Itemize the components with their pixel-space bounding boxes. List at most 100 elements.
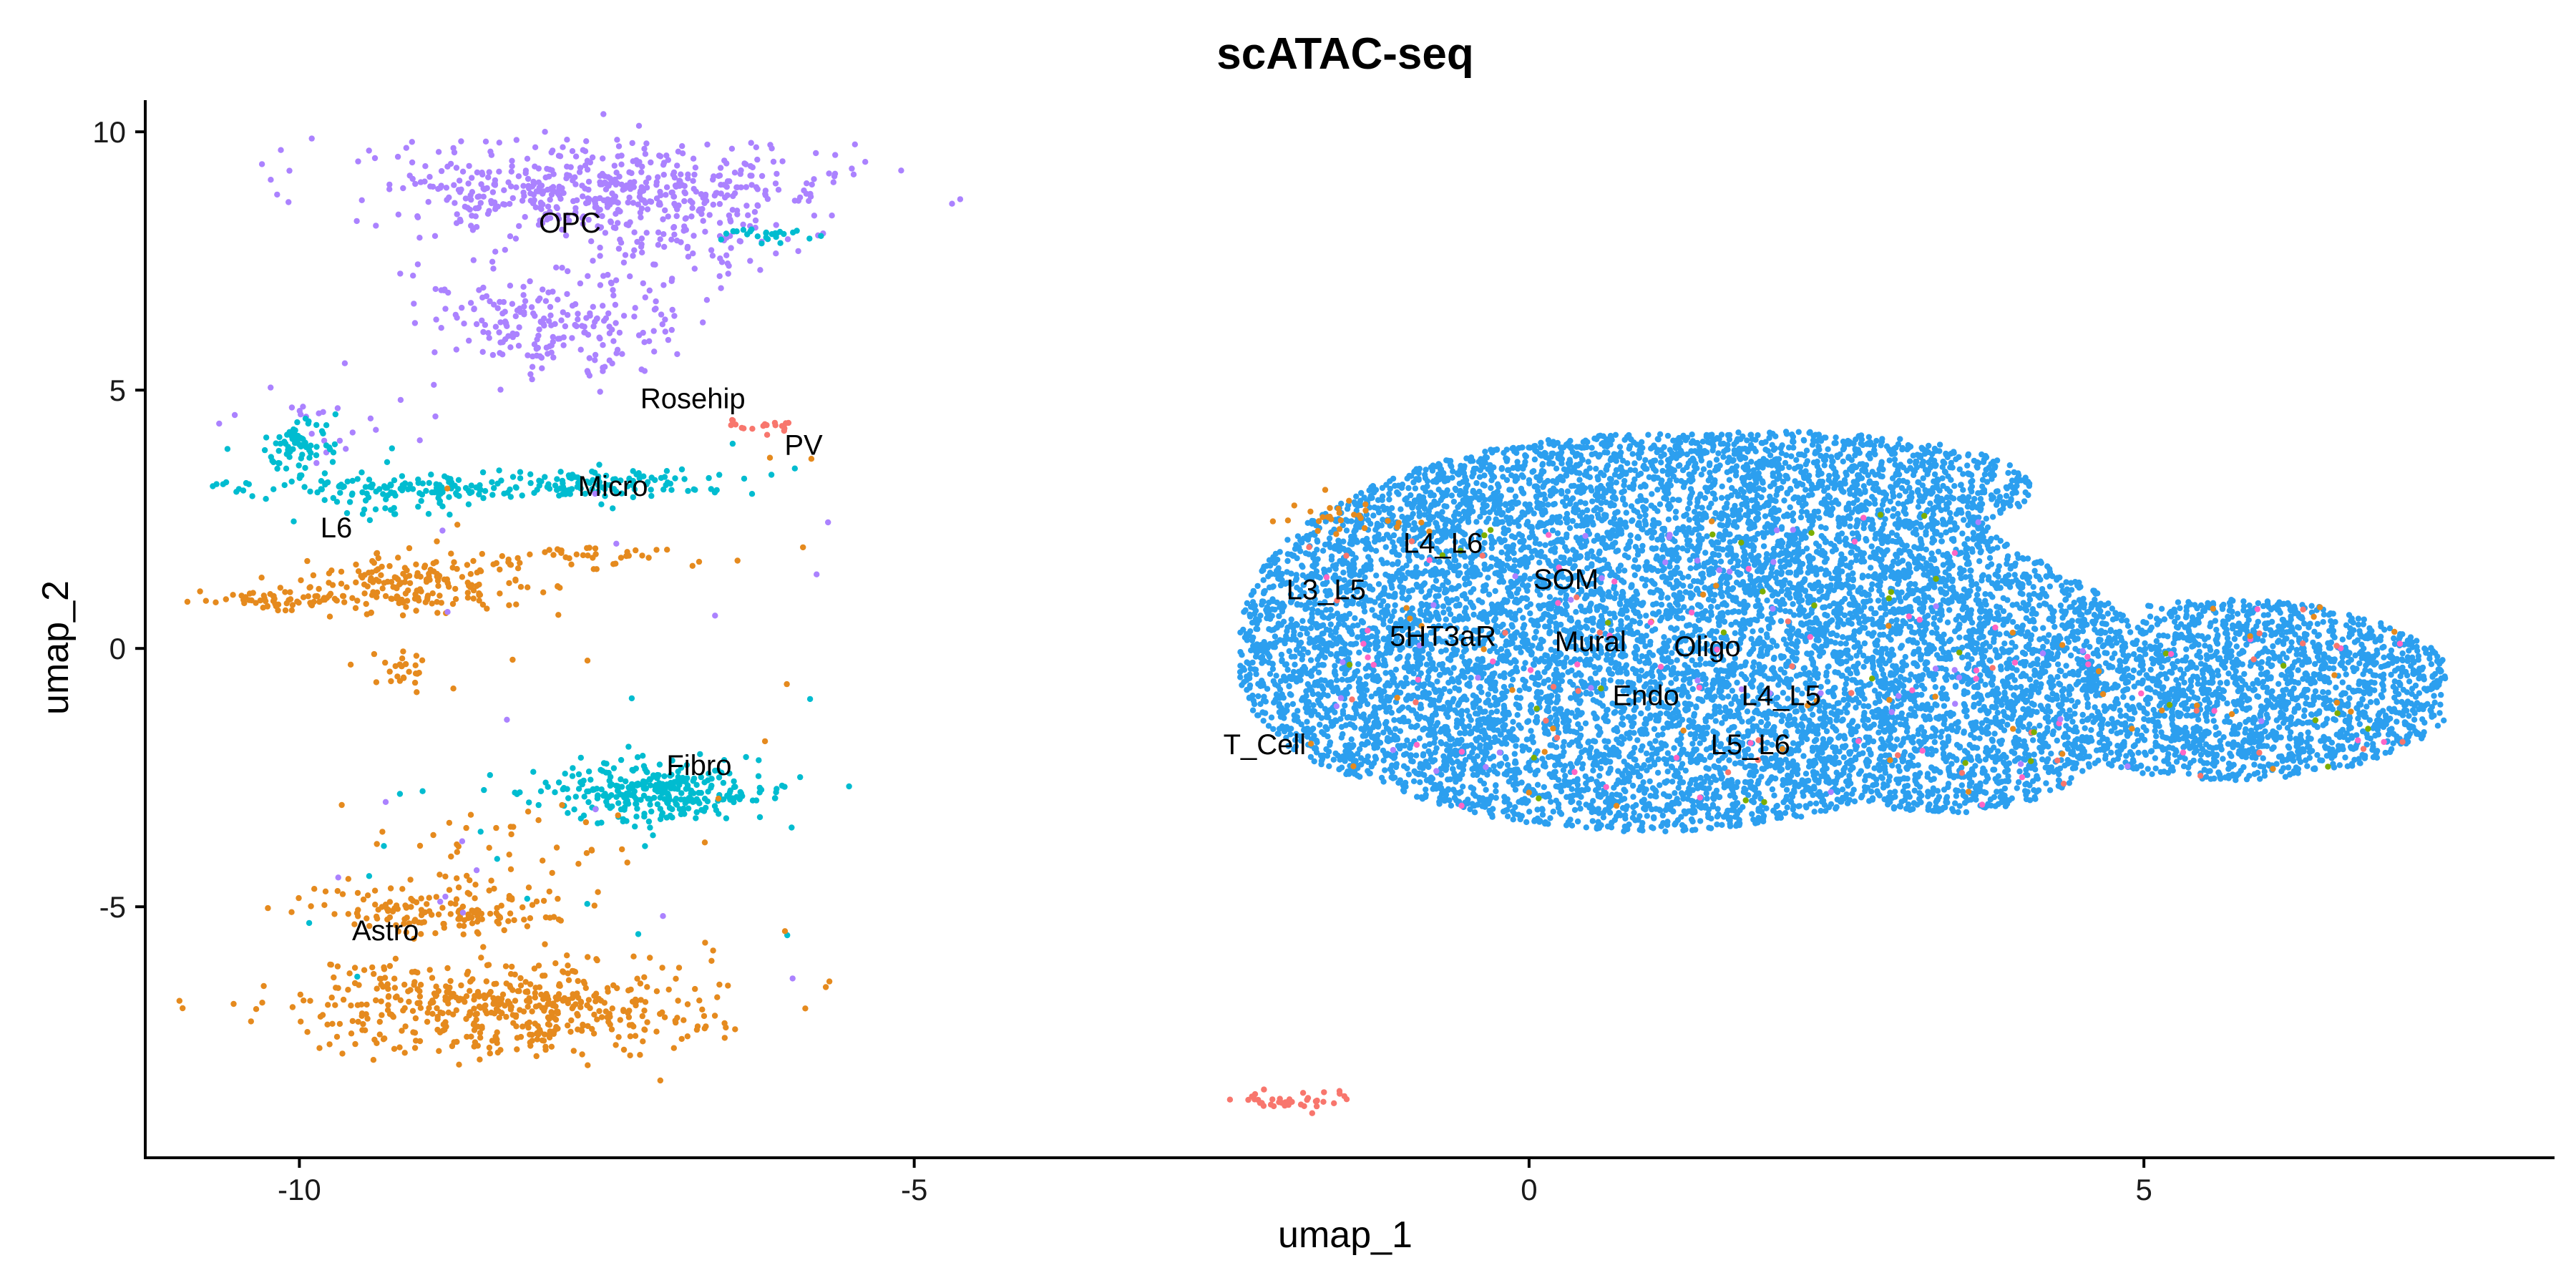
- main-cloud-point: [2177, 605, 2183, 612]
- main-cloud-point: [2220, 756, 2226, 762]
- main-cloud-point: [1246, 685, 1253, 691]
- main-cloud-point: [1642, 457, 1649, 464]
- main-cloud-point: [1287, 591, 1294, 597]
- main-cloud-point: [1601, 557, 1608, 563]
- main-cloud-point: [1921, 639, 1928, 645]
- main-cloud-point: [1446, 688, 1453, 695]
- main-cloud-point: [1276, 613, 1282, 620]
- main-cloud-point: [1795, 429, 1802, 435]
- main-cloud-point: [1649, 745, 1656, 751]
- main-cloud-point: [1840, 754, 1847, 761]
- main-cloud-point: [2355, 715, 2361, 722]
- main-cloud-point: [1948, 515, 1954, 522]
- chart-title: scATAC-seq: [1216, 29, 1473, 79]
- main-cloud-point: [1797, 514, 1805, 521]
- main-cloud-point: [1342, 641, 1348, 648]
- main-cloud-point: [1831, 440, 1838, 447]
- main-cloud-point: [1613, 590, 1619, 597]
- main-cloud-point: [2064, 734, 2071, 741]
- main-cloud-point: [2296, 625, 2302, 631]
- main-cloud-point: [2172, 664, 2178, 670]
- main-cloud-point: [1664, 750, 1672, 756]
- main-cloud-point: [1463, 563, 1469, 570]
- main-cloud-point: [1928, 550, 1935, 557]
- main-cloud-point: [1664, 819, 1671, 825]
- main-cloud-point: [2346, 612, 2353, 618]
- main-cloud-point: [1516, 531, 1523, 537]
- main-cloud-point: [1658, 601, 1665, 608]
- main-cloud-point: [1596, 773, 1603, 779]
- main-cloud-point: [1342, 702, 1348, 709]
- main-cloud-point: [1964, 462, 1971, 469]
- main-cloud-point: [2124, 623, 2132, 629]
- main-cloud-point: [2158, 605, 2165, 612]
- main-cloud-point: [1828, 710, 1835, 716]
- main-cloud-point: [1861, 640, 1868, 647]
- main-cloud-point: [1679, 545, 1686, 552]
- main-cloud-point: [1898, 484, 1906, 492]
- main-cloud-point: [1687, 680, 1693, 686]
- main-cloud-point: [1421, 512, 1428, 518]
- main-cloud-point: [2250, 714, 2258, 721]
- main-cloud-point: [2067, 652, 2074, 659]
- main-cloud-point: [1634, 535, 1641, 541]
- main-cloud-point: [2224, 700, 2230, 707]
- main-cloud-point: [1523, 736, 1531, 743]
- main-cloud-point: [1616, 601, 1624, 608]
- main-cloud-point: [2212, 724, 2219, 731]
- main-cloud-point: [1418, 588, 1425, 595]
- main-cloud-point: [1286, 648, 1293, 655]
- main-cloud-point: [1558, 490, 1565, 497]
- main-cloud-point: [2006, 760, 2012, 766]
- main-cloud-point: [2006, 462, 2013, 469]
- main-cloud-point: [1673, 675, 1679, 682]
- main-cloud-point: [1679, 615, 1686, 622]
- main-cloud-point: [1473, 519, 1480, 525]
- main-cloud-point: [2059, 582, 2065, 589]
- main-cloud-point: [1249, 707, 1257, 713]
- main-cloud-point: [2036, 732, 2043, 738]
- main-cloud-point: [1657, 501, 1664, 507]
- main-cloud-point: [1503, 447, 1510, 453]
- main-cloud-point: [1299, 618, 1306, 624]
- main-cloud-point: [1415, 475, 1422, 482]
- main-cloud-point: [1629, 603, 1635, 610]
- main-cloud-point: [1592, 670, 1599, 676]
- main-cloud-point: [1813, 800, 1820, 807]
- main-cloud-point: [1288, 580, 1295, 587]
- main-cloud-point: [1352, 724, 1358, 731]
- main-cloud-point: [1324, 733, 1331, 740]
- main-cloud-point: [1576, 800, 1582, 806]
- main-cloud-point: [1492, 587, 1498, 595]
- main-cloud-point: [2152, 765, 2159, 772]
- points-layer: [176, 111, 2449, 1116]
- main-cloud-point: [1988, 535, 1994, 542]
- main-cloud-point: [1976, 558, 1983, 565]
- main-cloud-point: [1792, 478, 1798, 484]
- main-cloud-point: [2414, 648, 2421, 654]
- main-cloud-point: [1869, 469, 1875, 475]
- main-cloud-point: [1261, 693, 1267, 700]
- main-cloud-point: [2241, 670, 2248, 678]
- main-cloud-point: [2171, 618, 2178, 625]
- main-cloud-point: [2333, 684, 2339, 691]
- main-cloud-point: [2124, 678, 2132, 686]
- main-cloud-point: [2399, 650, 2406, 657]
- main-cloud-point: [1457, 730, 1463, 736]
- main-cloud-point: [1952, 683, 1959, 689]
- main-cloud-point: [1911, 800, 1918, 806]
- main-cloud-point: [1868, 565, 1874, 571]
- main-cloud-point: [1697, 740, 1703, 746]
- main-cloud-point: [2069, 718, 2076, 725]
- main-cloud-point: [1545, 502, 1551, 508]
- main-cloud-point: [1735, 779, 1741, 786]
- main-cloud-point: [1782, 459, 1789, 467]
- main-cloud-point: [1775, 538, 1782, 545]
- main-cloud-point: [1498, 549, 1505, 556]
- main-cloud-point: [2046, 787, 2054, 794]
- main-cloud-point: [1307, 753, 1314, 761]
- main-cloud-point: [1823, 567, 1830, 574]
- main-cloud-point: [1718, 693, 1724, 700]
- main-cloud-point: [1953, 787, 1959, 794]
- main-cloud-point: [2416, 690, 2423, 696]
